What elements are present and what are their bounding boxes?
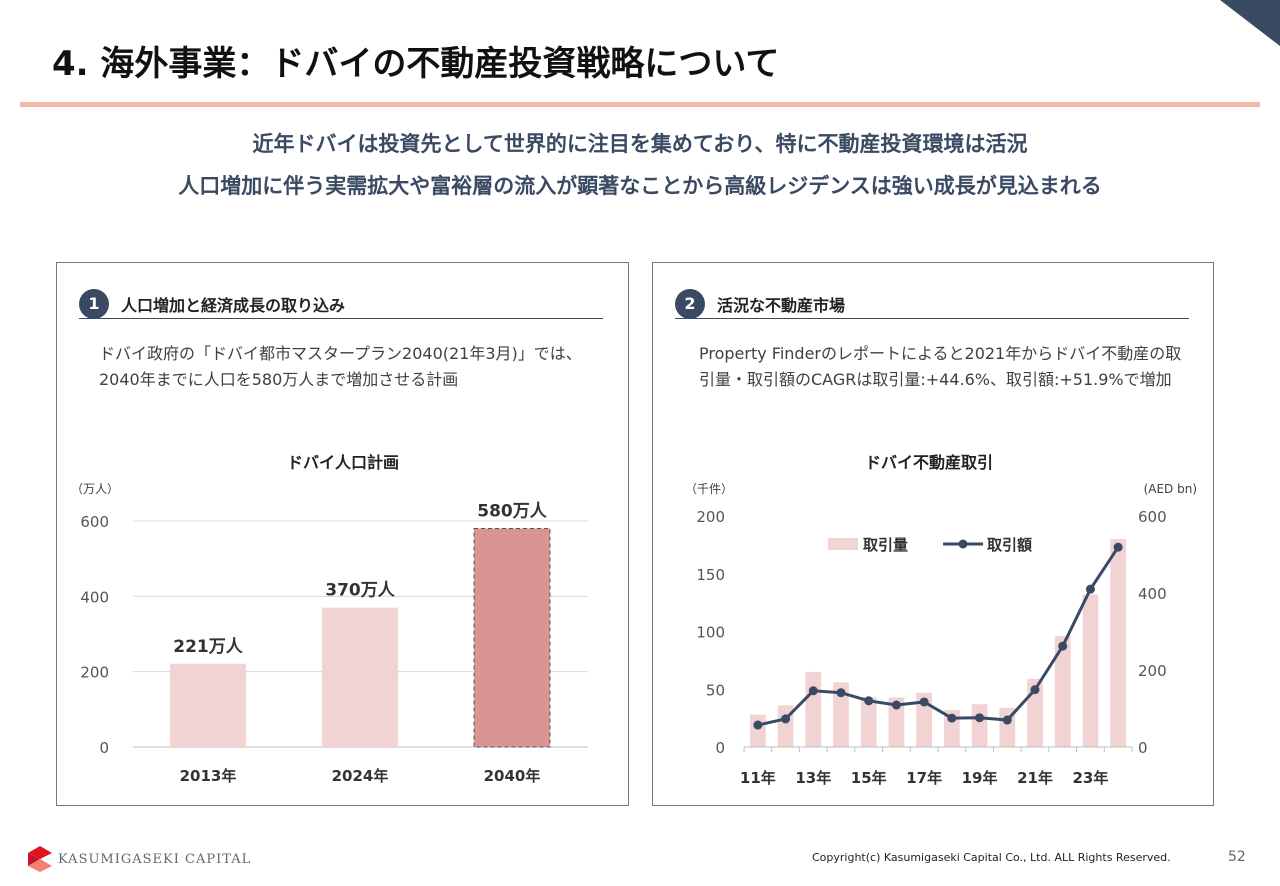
corner-decoration: [1220, 0, 1280, 46]
y-tick-right: 200: [1138, 662, 1167, 680]
x-tick-label: 11年: [740, 769, 776, 787]
copyright: Copyright(c) Kasumigaseki Capital Co., L…: [812, 851, 1171, 864]
bar: [1082, 594, 1099, 747]
x-tick-label: 23年: [1072, 769, 1108, 787]
x-tick-label: 2013年: [180, 767, 237, 785]
line-point: [947, 713, 957, 723]
section-heading: 1 人口増加と経済成長の取り込み: [79, 288, 603, 319]
data-label: 370万人: [325, 581, 395, 601]
bar: [750, 714, 766, 747]
bar: [888, 697, 905, 747]
y-tick-label: 200: [80, 664, 109, 682]
population-chart: ドバイ人口計画 （万人） 0 200 400 600 221万人 2013年 370万人 2024…: [71, 453, 588, 785]
y-tick-left: 0: [715, 739, 725, 757]
line-series: [757, 546, 1120, 727]
y-tick-right: 400: [1138, 585, 1167, 603]
y-tick-left: 200: [696, 508, 725, 526]
y-tick-left: 100: [696, 624, 725, 642]
line-point: [1030, 685, 1040, 695]
legend-bar-swatch: [828, 538, 858, 550]
legend-label: 取引額: [987, 536, 1032, 554]
data-label: 580万人: [477, 502, 547, 522]
transaction-chart: ドバイ不動産取引 （千件） (AED bn) 0 50 100 150 200 0 200 400 6…: [685, 453, 1197, 787]
line-point: [864, 696, 874, 706]
x-tick-label: 19年: [962, 769, 998, 787]
data-label: 221万人: [173, 637, 243, 657]
section-number: 2: [675, 288, 705, 319]
y-tick-left: 50: [706, 681, 725, 699]
section-number: 1: [79, 288, 109, 319]
bar: [322, 607, 398, 747]
x-tick-label: 15年: [851, 769, 887, 787]
line-point: [808, 686, 818, 696]
bar: [833, 682, 849, 747]
legend-line-marker: [958, 539, 968, 549]
y-axis-right-unit: (AED bn): [1144, 482, 1197, 496]
x-tick-label: 2040年: [484, 767, 541, 785]
y-tick-label: 0: [99, 739, 109, 757]
page-title: 4. 海外事業：ドバイの不動産投資戦略について: [52, 44, 780, 84]
y-axis-unit: （万人）: [71, 482, 119, 496]
panel-population: 1 人口増加と経済成長の取り込み ドバイ政府の「ドバイ都市マスタープラン2040…: [56, 262, 629, 806]
line-point: [781, 714, 791, 724]
line-point: [1002, 715, 1012, 725]
chart-title: ドバイ不動産取引: [865, 453, 993, 472]
section-heading: 2 活況な不動産市場: [675, 288, 1189, 319]
x-tick-label: 2024年: [332, 767, 389, 785]
line-point: [836, 688, 846, 698]
line-point: [1058, 641, 1068, 651]
panel-real-estate: 2 活況な不動産市場 Property Finderのレポートによると2021年…: [652, 262, 1214, 806]
lead-line-1: 近年ドバイは投資先として世界的に注目を集めており、特に不動産投資環境は活況: [252, 132, 1028, 156]
line-point: [1113, 542, 1123, 552]
x-tick-label: 21年: [1017, 769, 1053, 787]
bar: [916, 692, 932, 747]
bar: [805, 671, 822, 747]
x-tick-label: 13年: [795, 769, 831, 787]
section-description: Property Finderのレポートによると2021年からドバイ不動産の取引…: [699, 344, 1182, 389]
bar: [971, 704, 988, 747]
chart-title: ドバイ人口計画: [287, 453, 399, 472]
bar: [1110, 539, 1126, 747]
line-point: [891, 700, 901, 710]
bar: [170, 663, 246, 747]
line-point: [975, 713, 985, 723]
section-title: 人口増加と経済成長の取り込み: [121, 295, 346, 315]
line-point: [1085, 584, 1095, 594]
line-point: [753, 720, 763, 730]
company-logo: KASUMIGASEKI CAPITAL: [28, 846, 251, 872]
y-axis-left-unit: （千件）: [685, 482, 733, 496]
logo-mark-icon: [28, 846, 52, 872]
logo-text: KASUMIGASEKI CAPITAL: [58, 851, 252, 867]
x-tick-label: 17年: [906, 769, 942, 787]
section-description: ドバイ政府の「ドバイ都市マスタープラン2040(21年3月)」では、2040年ま…: [99, 344, 582, 389]
section-title: 活況な不動産市場: [717, 295, 846, 315]
bar: [473, 528, 551, 748]
y-tick-right: 0: [1138, 739, 1148, 757]
legend-label: 取引量: [863, 536, 908, 554]
page-number: 52: [1228, 849, 1246, 865]
bar: [860, 697, 877, 747]
title-rule: [20, 102, 1260, 107]
y-tick-left: 150: [696, 566, 725, 584]
y-tick-label: 400: [80, 588, 109, 606]
line-point: [919, 697, 929, 707]
bar: [1054, 636, 1071, 747]
y-tick-label: 600: [80, 513, 109, 531]
lead-line-2: 人口増加に伴う実需拡大や富裕層の流入が顕著なことから高級レジデンスは強い成長が見…: [178, 174, 1102, 198]
y-tick-right: 600: [1138, 508, 1167, 526]
